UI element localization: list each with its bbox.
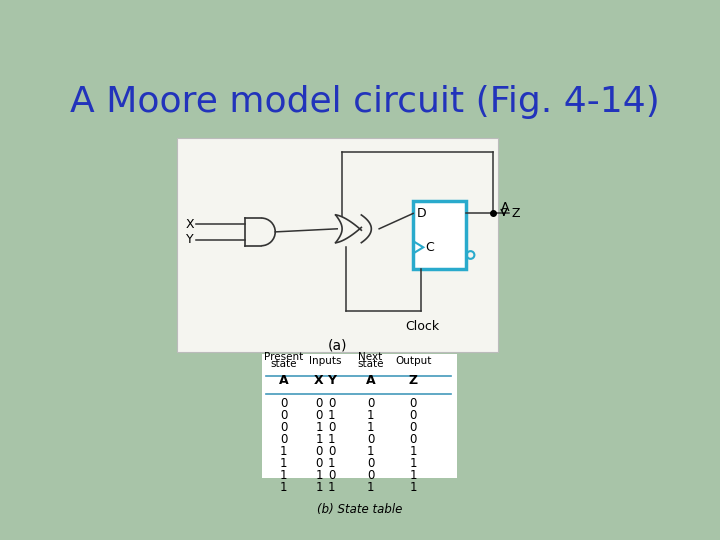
Text: 1: 1	[366, 409, 374, 422]
Text: 1: 1	[410, 457, 417, 470]
Text: 0: 0	[315, 397, 323, 410]
Text: 1: 1	[280, 481, 287, 494]
Text: 1: 1	[315, 481, 323, 494]
Text: 0: 0	[280, 397, 287, 410]
Text: C: C	[426, 241, 434, 254]
Text: 0: 0	[280, 409, 287, 422]
Text: 1: 1	[280, 445, 287, 458]
Text: X Y: X Y	[314, 374, 337, 387]
Text: 0: 0	[280, 421, 287, 434]
Text: Output: Output	[395, 355, 431, 366]
Text: 1: 1	[315, 421, 323, 434]
Text: A: A	[279, 374, 289, 387]
Text: A: A	[366, 374, 375, 387]
Text: 1: 1	[280, 469, 287, 482]
Text: 1: 1	[328, 481, 336, 494]
Text: Z: Z	[409, 374, 418, 387]
Bar	[413, 201, 466, 269]
Text: 0: 0	[410, 433, 417, 446]
Text: 0: 0	[367, 433, 374, 446]
Text: 0: 0	[328, 469, 336, 482]
Text: 1: 1	[366, 445, 374, 458]
Text: 1: 1	[410, 445, 417, 458]
Text: Inputs: Inputs	[310, 355, 342, 366]
Text: 0: 0	[315, 445, 323, 458]
Text: 1: 1	[328, 433, 336, 446]
Text: (a): (a)	[328, 339, 347, 353]
Text: 1: 1	[410, 481, 417, 494]
Text: Y: Y	[186, 233, 194, 246]
Text: Next: Next	[359, 352, 382, 362]
Text: 1: 1	[328, 409, 336, 422]
Text: X: X	[185, 218, 194, 231]
Text: 0: 0	[410, 421, 417, 434]
Text: A: A	[500, 201, 509, 214]
Bar	[262, 354, 457, 478]
Text: 1: 1	[280, 457, 287, 470]
Text: 1: 1	[366, 421, 374, 434]
Text: 1: 1	[315, 469, 323, 482]
Text: 0: 0	[315, 409, 323, 422]
Text: 0: 0	[328, 397, 336, 410]
Text: Z: Z	[512, 207, 520, 220]
Text: 0: 0	[315, 457, 323, 470]
Text: 0: 0	[410, 397, 417, 410]
Text: 0: 0	[410, 409, 417, 422]
Text: (b) State table: (b) State table	[317, 503, 402, 516]
Text: 0: 0	[367, 397, 374, 410]
Text: state: state	[271, 360, 297, 369]
Text: Clock: Clock	[405, 320, 439, 333]
Text: 1: 1	[328, 457, 336, 470]
Text: 1: 1	[366, 481, 374, 494]
Text: 1: 1	[410, 469, 417, 482]
Text: 0: 0	[367, 457, 374, 470]
Text: 0: 0	[280, 433, 287, 446]
Bar	[177, 138, 498, 352]
Text: D: D	[417, 207, 427, 220]
Text: state: state	[357, 360, 384, 369]
Text: 1: 1	[315, 433, 323, 446]
Text: 0: 0	[367, 469, 374, 482]
Text: 0: 0	[328, 445, 336, 458]
Text: Present: Present	[264, 352, 303, 362]
Text: 0: 0	[328, 421, 336, 434]
Text: A Moore model circuit (Fig. 4-14): A Moore model circuit (Fig. 4-14)	[71, 85, 660, 119]
